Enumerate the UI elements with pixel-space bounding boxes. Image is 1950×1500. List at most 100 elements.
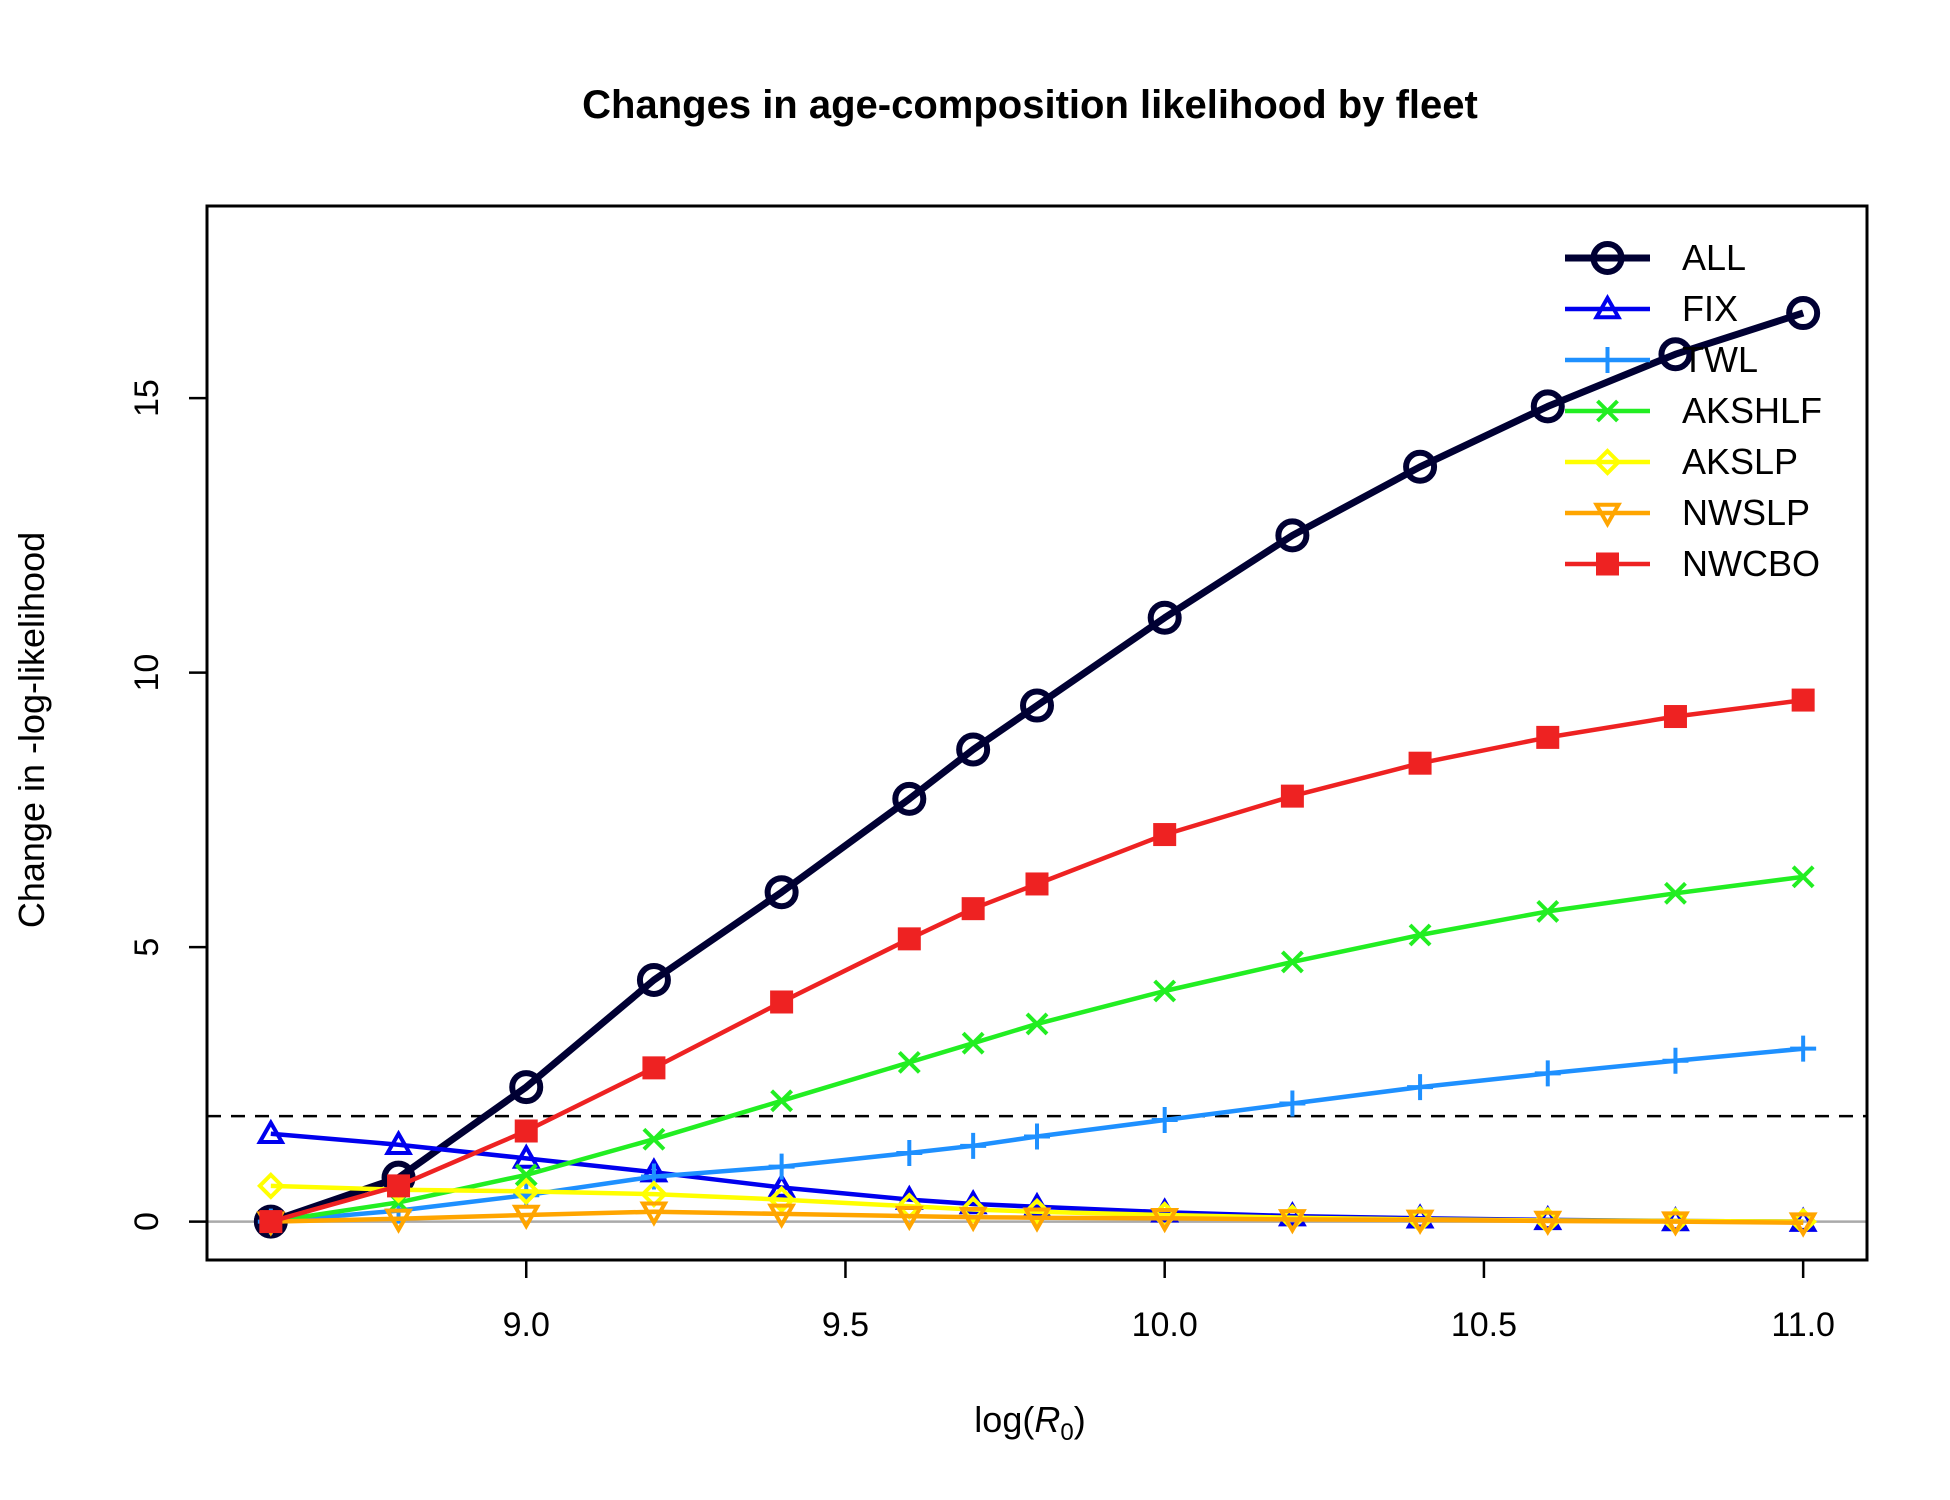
legend-label-twl: TWL <box>1682 339 1758 380</box>
data-point-akshlf <box>514 1163 538 1187</box>
data-point-all <box>1530 389 1565 424</box>
x-axis: 9.0 9.5 10.0 10.5 11.0 <box>503 1258 1835 1344</box>
data-point-akshlf <box>1153 979 1177 1003</box>
data-point-all <box>764 875 799 910</box>
series-layer <box>253 296 1821 1239</box>
data-point-akshlf <box>1280 950 1304 974</box>
data-point-nwslp <box>511 1204 541 1231</box>
data-point-all <box>1658 337 1693 372</box>
y-tick-label: 5 <box>128 938 166 957</box>
series-akshlf <box>259 865 1815 1233</box>
legend-label-akshlf: AKSHLF <box>1682 390 1822 431</box>
data-point-nwcbo <box>1153 823 1177 847</box>
legend-swatch-marker <box>1596 552 1619 576</box>
data-point-twl <box>1151 1107 1178 1134</box>
data-point-all <box>636 963 671 998</box>
legend-item-akslp: AKSLP <box>1565 441 1798 482</box>
data-point-akshlf <box>1536 899 1560 923</box>
legend-label-fix: FIX <box>1682 288 1738 329</box>
legend-swatch-marker <box>1594 347 1621 373</box>
data-point-fix <box>384 1129 413 1155</box>
data-point-nwslp <box>1022 1207 1052 1233</box>
data-point-akshlf <box>1791 865 1815 889</box>
data-point-akslp <box>512 1177 541 1206</box>
x-tick-label: 11.0 <box>1771 1306 1835 1344</box>
data-point-akslp <box>257 1172 285 1200</box>
data-point-nwslp <box>1533 1210 1563 1237</box>
x-tick-label: 10.5 <box>1451 1306 1517 1344</box>
data-point-nwcbo <box>770 990 794 1014</box>
series-line-nwcbo <box>270 697 1804 1224</box>
x-tick-label: 9.0 <box>503 1306 550 1344</box>
data-point-akshlf <box>961 1031 985 1055</box>
legend-swatch-marker <box>1596 399 1619 423</box>
y-axis-label: Change in -log-likelihood <box>11 532 52 928</box>
data-point-nwcbo <box>259 1210 283 1234</box>
data-point-akshlf <box>770 1089 794 1113</box>
data-point-nwslp <box>384 1208 413 1234</box>
data-point-twl <box>1662 1047 1689 1074</box>
data-point-all <box>1275 518 1310 553</box>
data-point-twl <box>768 1153 795 1180</box>
y-tick-label: 15 <box>128 379 166 417</box>
data-point-nwslp <box>1405 1209 1435 1235</box>
data-point-fix <box>1405 1203 1435 1229</box>
data-point-nwslp <box>767 1203 797 1229</box>
series-line-akshlf <box>270 874 1804 1224</box>
data-point-akshlf <box>1025 1012 1049 1036</box>
data-point-akslp <box>767 1185 796 1214</box>
data-point-nwcbo <box>1536 725 1560 749</box>
y-tick-label: 10 <box>128 654 166 692</box>
data-point-all <box>1403 449 1438 484</box>
data-point-twl <box>1790 1035 1817 1062</box>
legend-label-all: ALL <box>1682 237 1746 278</box>
series-nwcbo <box>259 688 1815 1234</box>
legend-item-twl: TWL <box>1565 339 1758 380</box>
data-point-all <box>1786 296 1821 331</box>
data-point-nwslp <box>1150 1208 1180 1234</box>
series-line-nwslp <box>270 1209 1804 1225</box>
data-point-nwcbo <box>1025 872 1049 896</box>
data-point-akshlf <box>1664 881 1687 905</box>
data-point-akslp <box>959 1195 987 1224</box>
legend-item-akshlf: AKSHLF <box>1565 390 1822 431</box>
y-axis: 0 5 10 15 <box>128 379 207 1231</box>
legend-item-all: ALL <box>1565 237 1746 278</box>
data-point-nwcbo <box>642 1056 666 1080</box>
data-point-all <box>509 1070 544 1105</box>
data-point-nwcbo <box>514 1119 538 1143</box>
data-point-nwcbo <box>387 1174 411 1198</box>
chart-title: Changes in age-composition likelihood by… <box>582 83 1478 127</box>
legend: ALL FIX TWL AKSHLF AKSLP NWSLP NWCBO <box>1565 237 1822 584</box>
data-point-akshlf <box>897 1050 921 1074</box>
data-point-all <box>1147 600 1182 635</box>
series-all <box>253 296 1821 1239</box>
data-point-nwcbo <box>897 927 921 951</box>
data-point-fix <box>256 1118 286 1144</box>
data-point-nwslp <box>894 1205 924 1232</box>
legend-swatch-marker <box>1593 293 1622 320</box>
data-point-twl <box>1024 1123 1050 1150</box>
legend-swatch-marker <box>1593 502 1622 529</box>
data-point-nwslp <box>958 1206 988 1233</box>
data-point-all <box>956 732 991 767</box>
data-point-nwcbo <box>1663 705 1687 729</box>
data-point-nwcbo <box>1280 784 1304 808</box>
data-point-nwslp <box>1661 1211 1690 1237</box>
data-point-nwslp <box>1788 1212 1818 1238</box>
data-point-akshlf <box>642 1127 666 1151</box>
data-point-twl <box>1534 1060 1561 1087</box>
data-point-all <box>892 781 927 816</box>
x-tick-label: 10.0 <box>1132 1306 1198 1344</box>
data-point-nwcbo <box>961 897 985 921</box>
series-line-all <box>269 309 1805 1225</box>
data-point-all <box>1020 688 1054 723</box>
data-point-akshlf <box>1408 923 1432 947</box>
data-point-twl <box>896 1139 923 1166</box>
data-point-fix <box>511 1143 541 1169</box>
legend-item-fix: FIX <box>1565 288 1738 329</box>
plot-frame <box>205 204 1869 1262</box>
data-point-nwcbo <box>1791 688 1815 712</box>
data-point-nwslp <box>639 1201 669 1227</box>
